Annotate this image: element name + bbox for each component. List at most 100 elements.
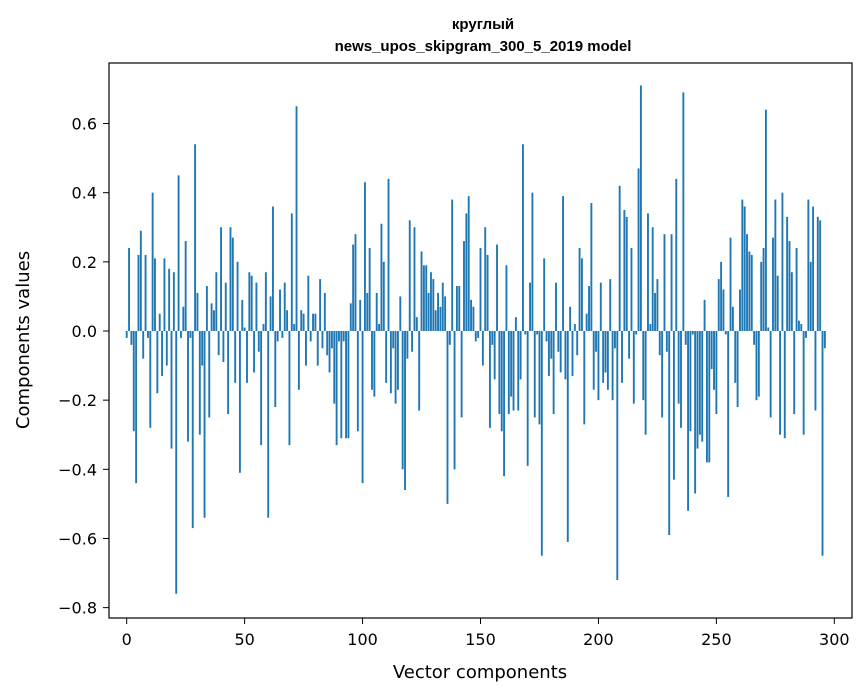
bar-164 xyxy=(512,330,515,411)
bar-92 xyxy=(342,330,345,342)
bar-79 xyxy=(312,313,314,331)
x-tick-label: 300 xyxy=(819,630,850,649)
bar-29 xyxy=(194,144,197,331)
bar-101 xyxy=(363,182,366,331)
bar-138 xyxy=(451,199,454,331)
bar-281 xyxy=(788,241,791,331)
bar-254 xyxy=(724,330,727,335)
bar-108 xyxy=(380,223,383,331)
bar-276 xyxy=(776,275,779,331)
bar-296 xyxy=(823,330,826,349)
bar-211 xyxy=(623,209,626,331)
bar-159 xyxy=(500,330,503,432)
bar-277 xyxy=(779,330,782,435)
bar-267 xyxy=(755,330,758,401)
bar-35 xyxy=(208,330,211,418)
bar-24 xyxy=(182,306,185,331)
bar-74 xyxy=(300,310,303,331)
bar-18 xyxy=(168,268,171,331)
x-tick-label: 0 xyxy=(122,630,132,649)
bar-99 xyxy=(359,299,362,331)
bar-81 xyxy=(316,330,319,366)
bar-230 xyxy=(668,330,671,536)
bar-34 xyxy=(205,286,208,331)
bar-201 xyxy=(599,282,602,331)
bar-8 xyxy=(144,254,147,331)
bar-243 xyxy=(698,330,701,435)
bar-89 xyxy=(335,330,338,446)
x-tick-label: 200 xyxy=(583,630,614,649)
x-tick-label: 250 xyxy=(701,630,732,649)
bar-256 xyxy=(729,237,732,331)
bar-122 xyxy=(413,227,416,331)
bar-199 xyxy=(595,330,598,352)
bar-218 xyxy=(639,85,642,331)
bar-225 xyxy=(656,279,659,331)
bar-137 xyxy=(448,330,451,345)
bar-237 xyxy=(684,330,687,345)
bar-23 xyxy=(180,330,182,338)
bar-195 xyxy=(585,313,588,331)
bar-133 xyxy=(439,306,442,331)
bar-105 xyxy=(373,330,376,397)
bar-223 xyxy=(651,227,654,331)
bar-245 xyxy=(703,299,706,331)
bar-110 xyxy=(385,330,388,383)
bar-234 xyxy=(677,330,680,404)
y-tick-label: −0.8 xyxy=(58,599,97,618)
bar-70 xyxy=(290,213,293,331)
bar-90 xyxy=(338,330,340,342)
bar-190 xyxy=(573,324,576,331)
bar-291 xyxy=(812,206,815,331)
bar-93 xyxy=(345,330,347,439)
bar-183 xyxy=(557,330,560,352)
bar-27 xyxy=(189,330,192,338)
bar-179 xyxy=(547,330,550,376)
bar-69 xyxy=(288,330,291,446)
bar-156 xyxy=(493,330,496,380)
bar-120 xyxy=(408,220,411,331)
bar-239 xyxy=(689,330,692,432)
bar-205 xyxy=(609,279,612,331)
bar-261 xyxy=(741,199,744,331)
bar-123 xyxy=(415,317,418,331)
bar-200 xyxy=(597,330,600,401)
bar-178 xyxy=(545,330,548,342)
bar-280 xyxy=(786,216,789,331)
bar-246 xyxy=(705,330,708,463)
bar-75 xyxy=(302,313,305,331)
bar-192 xyxy=(578,248,581,331)
bar-96 xyxy=(352,244,355,331)
bar-263 xyxy=(746,234,748,331)
bar-91 xyxy=(340,330,343,439)
bar-149 xyxy=(477,330,480,338)
bar-272 xyxy=(767,327,770,331)
bar-76 xyxy=(305,330,307,366)
bar-41 xyxy=(222,330,225,363)
bar-155 xyxy=(491,330,494,345)
bar-102 xyxy=(366,292,369,331)
bar-271 xyxy=(764,109,767,331)
bar-161 xyxy=(505,265,508,331)
bar-94 xyxy=(347,330,350,439)
bar-175 xyxy=(538,330,541,425)
bar-64 xyxy=(276,330,279,342)
bar-238 xyxy=(687,330,690,511)
bar-148 xyxy=(474,330,477,342)
bar-85 xyxy=(326,330,329,356)
bar-171 xyxy=(529,282,531,331)
bar-47 xyxy=(236,261,239,331)
bar-114 xyxy=(394,330,397,404)
bar-203 xyxy=(604,330,607,373)
bar-65 xyxy=(279,289,281,331)
bar-273 xyxy=(769,330,772,418)
bar-43 xyxy=(227,330,230,414)
bar-125 xyxy=(420,251,423,331)
bar-250 xyxy=(715,330,718,414)
bar-279 xyxy=(783,330,786,439)
bar-136 xyxy=(446,330,449,504)
bar-252 xyxy=(720,261,723,331)
y-axis-label: Components values xyxy=(13,251,34,429)
bar-208 xyxy=(616,330,619,580)
